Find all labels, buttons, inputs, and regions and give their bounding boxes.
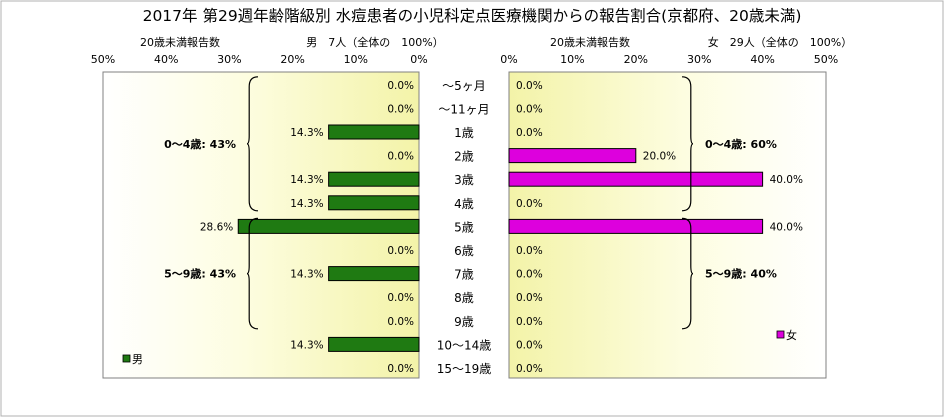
male-value-label: 0.0% (387, 245, 414, 257)
age-category-label: 10～14歳 (437, 338, 492, 352)
male-header-total: 男 7人（全体の 100%） (306, 35, 443, 49)
female-value-label: 0.0% (516, 269, 543, 281)
female-bar (508, 218, 764, 234)
male-value-label: 14.3% (290, 127, 323, 139)
age-category-label: 7歳 (454, 268, 474, 282)
male-value-label: 14.3% (290, 269, 323, 281)
male-bars: 0.0% 0.0% 14.3% 0.0% 14.3% 14.3% 28.6% 0.0% 14.3… (200, 80, 420, 375)
female-value-label: 0.0% (516, 292, 543, 304)
male-value-label: 14.3% (290, 174, 323, 186)
male-age-bracket (246, 76, 259, 212)
male-x-tick-label: 40% (154, 53, 178, 66)
male-bar (328, 171, 420, 187)
female-bar (508, 148, 637, 164)
female-x-tick-label: 50% (814, 53, 838, 66)
female-value-label: 0.0% (516, 103, 543, 115)
age-category-label: 6歳 (454, 244, 474, 258)
male-value-label: 0.0% (387, 80, 414, 92)
female-age-group-label: 0～4歳: 60% (705, 137, 777, 151)
male-age-group-label: 0～4歳: 43% (164, 137, 236, 151)
male-bar (328, 195, 420, 211)
female-value-label: 20.0% (643, 151, 676, 163)
female-value-label: 0.0% (516, 339, 543, 351)
male-bar (237, 218, 420, 234)
female-legend-swatch (776, 330, 785, 339)
female-x-tick-label: 20% (624, 53, 648, 66)
female-age-group-label: 5～9歳: 40% (705, 267, 777, 281)
female-age-bracket (681, 76, 694, 212)
female-value-label: 40.0% (770, 174, 803, 186)
male-age-group-label: 5～9歳: 43% (164, 267, 236, 281)
female-value-label: 40.0% (770, 221, 803, 233)
male-x-tick-label: 20% (280, 53, 304, 66)
male-value-label: 28.6% (200, 221, 233, 233)
age-category-labels: ～5ヶ月 ～11ヶ月 1歳 2歳 3歳 4歳 5歳 6歳 7歳 8歳 9歳 10～14歳 15～19歳 (437, 79, 492, 376)
age-category-label: 3歳 (454, 173, 474, 187)
age-category-label: ～5ヶ月 (442, 79, 486, 93)
female-header-label: 20歳未満報告数 (550, 36, 630, 49)
female-value-label: 0.0% (516, 245, 543, 257)
male-bar (328, 336, 420, 352)
age-category-label: 1歳 (454, 126, 474, 140)
male-value-label: 0.0% (387, 151, 414, 163)
male-value-label: 0.0% (387, 363, 414, 375)
male-value-label: 0.0% (387, 103, 414, 115)
female-axis-ticks: 0% 10% 20% 30% 40% 50% (500, 53, 838, 66)
female-x-tick-label: 40% (750, 53, 774, 66)
male-value-label: 0.0% (387, 316, 414, 328)
male-value-label: 14.3% (290, 198, 323, 210)
age-category-label: 4歳 (454, 197, 474, 211)
female-bar (508, 171, 764, 187)
age-category-label: 9歳 (454, 315, 474, 329)
male-value-label: 14.3% (290, 339, 323, 351)
age-category-label: 8歳 (454, 291, 474, 305)
female-bars: 0.0% 0.0% 0.0% 20.0% 40.0% 0.0% 40.0% 0.0% 0.0% 0… (508, 80, 803, 375)
male-age-bracket (246, 217, 259, 330)
female-x-tick-label: 0% (500, 53, 517, 66)
male-x-tick-label: 10% (344, 53, 368, 66)
female-age-bracket (681, 217, 694, 330)
female-value-label: 0.0% (516, 80, 543, 92)
female-header-total: 女 29人（全体の 100%） (708, 35, 852, 49)
male-value-label: 0.0% (387, 292, 414, 304)
female-x-tick-label: 10% (560, 53, 584, 66)
female-value-label: 0.0% (516, 127, 543, 139)
female-legend-label: 女 (786, 328, 797, 342)
female-value-label: 0.0% (516, 363, 543, 375)
male-x-tick-label: 30% (217, 53, 241, 66)
age-category-label: ～11ヶ月 (438, 102, 489, 116)
male-header-label: 20歳未満報告数 (140, 36, 220, 49)
male-bar (328, 124, 420, 140)
male-x-tick-label: 0% (410, 53, 427, 66)
male-x-tick-label: 50% (91, 53, 115, 66)
female-x-tick-label: 30% (687, 53, 711, 66)
chart-title: 2017年 第29週年齢階級別 水痘患者の小児科定点医療機関からの報告割合(京都… (143, 7, 802, 25)
male-bar (328, 266, 420, 282)
age-category-label: 15～19歳 (437, 362, 492, 376)
female-value-label: 0.0% (516, 198, 543, 210)
age-group-brackets: 0～4歳: 43% 5～9歳: 43% 0～4歳: 60% 5～9歳: 40% (164, 76, 777, 330)
age-category-label: 5歳 (454, 220, 474, 234)
male-axis-ticks: 0% 10% 20% 30% 40% 50% (91, 53, 428, 66)
age-category-label: 2歳 (454, 150, 474, 164)
female-value-label: 0.0% (516, 316, 543, 328)
male-legend-swatch (122, 354, 131, 363)
male-legend-label: 男 (132, 353, 143, 366)
